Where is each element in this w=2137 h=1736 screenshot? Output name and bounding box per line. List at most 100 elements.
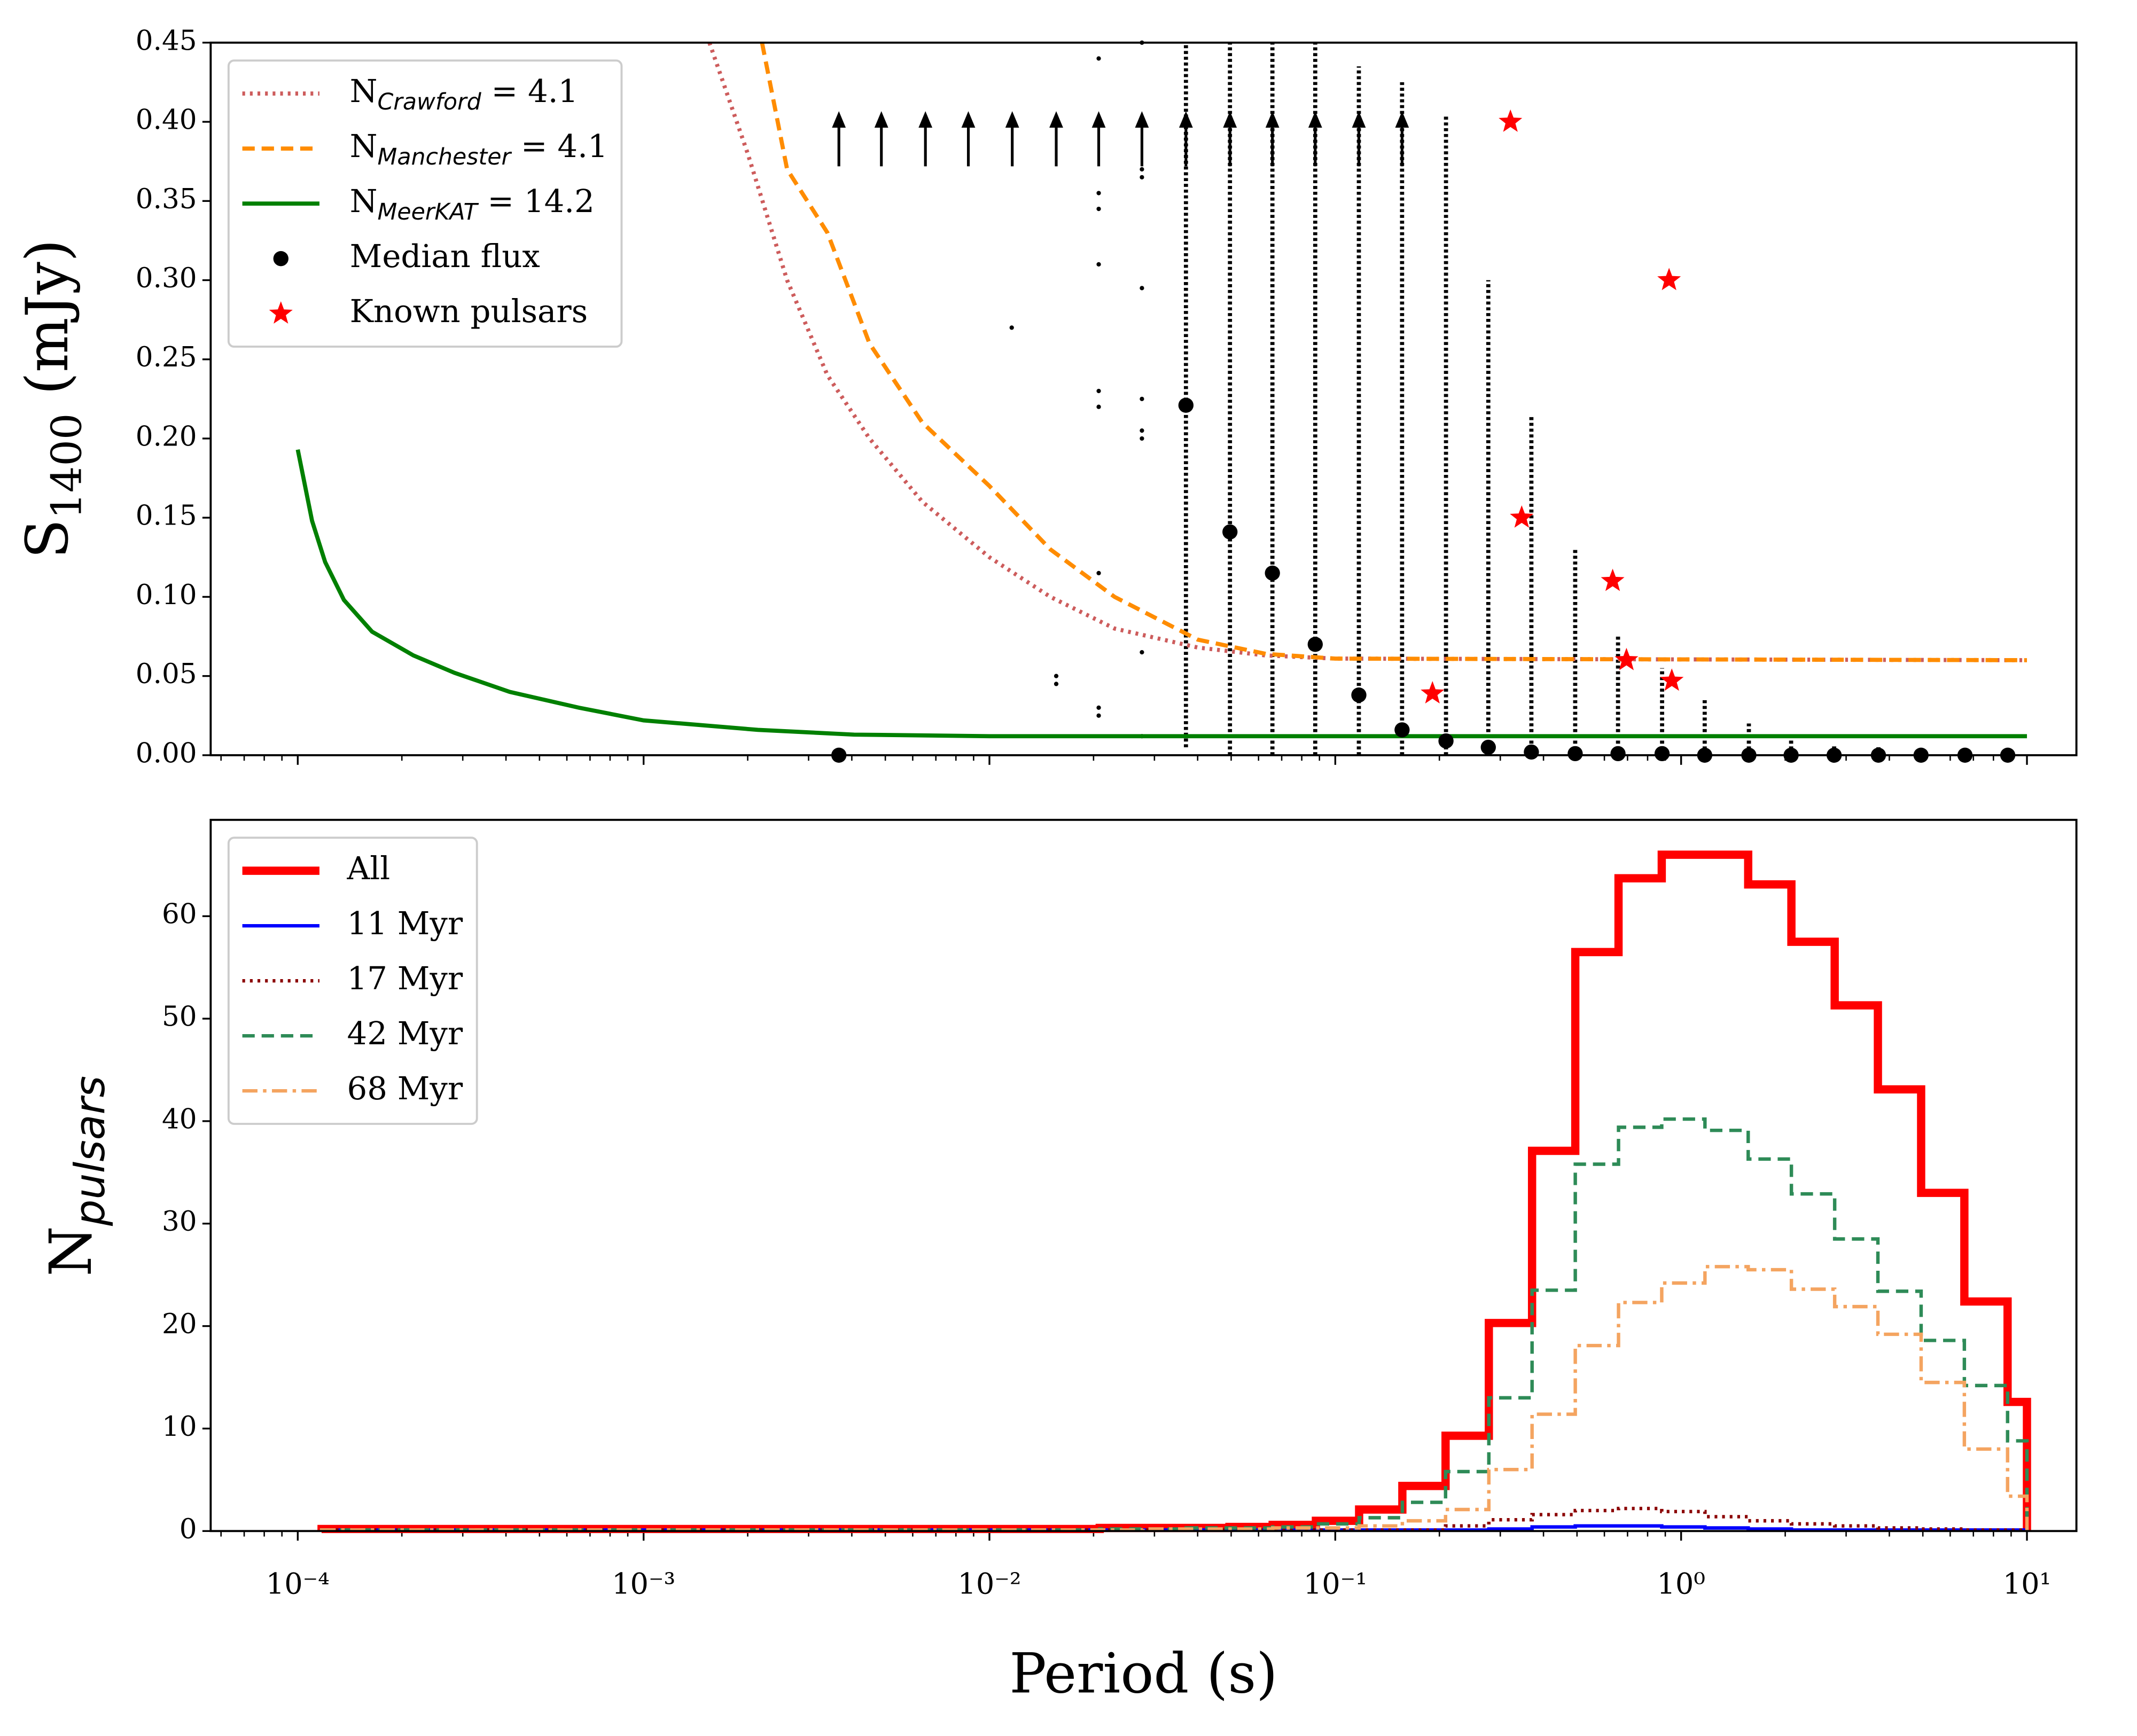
upper-limit-head <box>918 111 933 128</box>
y-tick-label: 0.20 <box>136 420 197 452</box>
legend-label: All <box>346 850 390 887</box>
y-tick-label: 40 <box>162 1103 197 1135</box>
legend-label: NCrawford = 4.1 <box>350 73 579 115</box>
y-tick-label: 0.40 <box>136 104 197 136</box>
legend-box <box>227 836 478 1125</box>
sample-point <box>1096 404 1101 409</box>
legend-label-rest: = 4.1 <box>481 73 579 110</box>
median-point <box>1351 687 1367 703</box>
sample-point <box>1054 674 1059 678</box>
y-tick-label: 0.45 <box>136 25 197 57</box>
x-tick-label: 10¹ <box>2003 1567 2052 1600</box>
sample-point <box>1140 286 1144 291</box>
y-tick-label: 0.35 <box>136 183 197 215</box>
sample-point <box>1140 650 1144 655</box>
median-point <box>1438 733 1454 749</box>
sample-point <box>1096 388 1101 394</box>
star-point <box>1421 681 1445 703</box>
y-tick-label: 0.30 <box>136 262 197 294</box>
y-tick-label: 0.00 <box>136 737 197 769</box>
y-axis-label-base: N <box>37 1226 105 1277</box>
upper-limit-head <box>1005 111 1019 128</box>
y-tick-label: 0.10 <box>136 579 197 611</box>
axes-frame <box>209 41 2078 756</box>
upper-limit-head <box>1179 111 1193 128</box>
legend-label: Median flux <box>350 238 540 275</box>
axes-frame <box>209 818 2078 1532</box>
sample-point <box>1140 436 1144 441</box>
legend-label-sub: Manchester <box>378 143 512 170</box>
legend-label: NManchester = 4.1 <box>350 128 608 170</box>
sample-point <box>1140 167 1144 172</box>
star-point <box>1615 647 1639 670</box>
curve <box>760 42 2027 662</box>
legend-box <box>227 59 623 348</box>
legend-key <box>269 301 293 324</box>
sample-point <box>1096 713 1101 718</box>
sample-point <box>1096 206 1101 212</box>
y-axis-label-sub: 1400 <box>43 413 91 519</box>
curve <box>295 449 2027 739</box>
legend: All 11 Myr 17 Myr 42 Myr 68 Myr <box>227 836 478 1125</box>
legend-label-base: 42 Myr <box>347 1015 463 1052</box>
legend-label: 68 Myr <box>347 1070 463 1107</box>
median-point <box>1265 565 1280 581</box>
sample-point <box>1009 325 1014 330</box>
y-axis-label: Npulsars <box>37 1076 115 1277</box>
legend-label-base: N <box>350 183 378 220</box>
upper-limit-head <box>1395 111 1409 128</box>
legend-label-sub: Crawford <box>378 88 482 115</box>
median-point <box>1654 746 1670 762</box>
y-axis-label-base: S <box>14 519 81 559</box>
sample-point <box>1140 428 1144 433</box>
legend-label-rest: = 14.2 <box>478 183 595 220</box>
median-point <box>1222 524 1238 540</box>
median-point <box>1567 746 1583 762</box>
sample-point <box>1096 705 1101 710</box>
legend-label-sub: MeerKAT <box>378 198 479 225</box>
legend-label-base: N <box>350 128 378 165</box>
y-tick-label: 0.25 <box>136 341 197 373</box>
upper-limit-head <box>1135 111 1149 128</box>
histogram-step <box>319 1117 2029 1532</box>
y-axis-label: S1400 (mJy) <box>14 239 91 559</box>
star-point <box>1657 268 1681 291</box>
x-tick-label: 10⁻⁴ <box>266 1567 330 1600</box>
star-point <box>1601 568 1625 591</box>
legend-label-base: 68 Myr <box>347 1070 463 1107</box>
legend-label-base: N <box>350 73 378 110</box>
upper-limit-head <box>961 111 976 128</box>
median-point <box>1524 744 1539 760</box>
histogram-step <box>319 1506 2029 1532</box>
legend-key <box>273 251 288 267</box>
median-point <box>1394 722 1410 738</box>
legend-label-rest: = 4.1 <box>511 128 608 165</box>
x-tick-label: 10⁻¹ <box>1304 1567 1367 1600</box>
sample-point <box>1140 396 1144 401</box>
y-tick-label: 60 <box>162 898 197 930</box>
sample-point <box>1140 175 1144 179</box>
sample-point <box>1096 262 1101 267</box>
y-tick-label: 0.15 <box>136 500 197 532</box>
legend-label-base: 17 Myr <box>347 960 463 997</box>
legend-label-base: All <box>346 850 390 887</box>
upper-limit-head <box>1049 111 1063 128</box>
star-point <box>1499 109 1523 132</box>
legend-label: Known pulsars <box>350 293 588 330</box>
legend-label-base: 11 Myr <box>347 905 463 942</box>
legend-label-base: Median flux <box>350 238 540 275</box>
median-point <box>1307 637 1323 652</box>
y-tick-label: 30 <box>162 1206 197 1238</box>
legend-label-base: Known pulsars <box>350 293 588 330</box>
legend-label: 42 Myr <box>347 1015 463 1052</box>
y-tick-label: 0.05 <box>136 658 197 690</box>
sample-point <box>1054 682 1059 686</box>
y-axis-label-rest: (mJy) <box>14 239 81 413</box>
sample-point <box>1096 191 1101 196</box>
plot-area <box>295 40 2027 763</box>
star-point <box>1510 505 1534 528</box>
median-point <box>1178 397 1194 413</box>
x-tick-label: 10⁻³ <box>612 1567 675 1600</box>
legend-label: NMeerKAT = 14.2 <box>350 183 595 225</box>
